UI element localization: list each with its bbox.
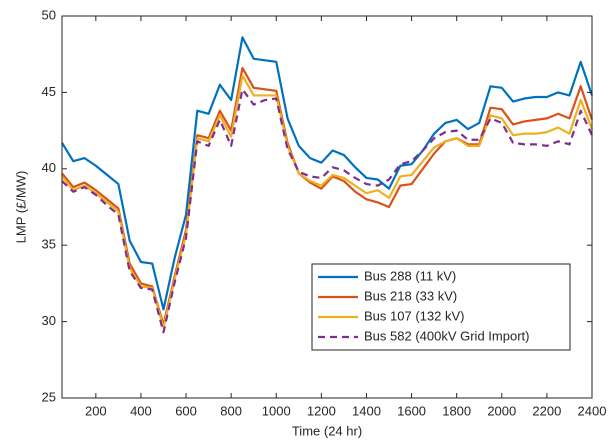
y-axis-label: LMP (£/MW) [13,171,28,244]
x-tick-label: 1400 [352,403,381,418]
x-tick-label: 2400 [578,403,607,418]
legend: Bus 288 (11 kV) Bus 218 (33 kV) Bus 107 (1… [311,263,571,351]
data-line [61,74,594,329]
legend-label: Bus 582 (400kV Grid Import) [364,328,529,343]
y-tick-label: 45 [42,84,56,99]
x-tick-label: 200 [85,403,107,418]
x-tick-label: 400 [130,403,152,418]
y-tick-label: 25 [42,389,56,404]
x-tick-label: 800 [220,403,242,418]
legend-label: Bus 288 (11 kV) [364,268,456,283]
y-tick-label: 50 [42,7,56,22]
y-tick-label: 40 [42,160,56,175]
data-line [61,66,594,326]
axes-box [61,15,593,399]
x-tick-label: 1000 [262,403,291,418]
x-tick-label: 1800 [442,403,471,418]
data-line [61,88,593,334]
x-tick-label: 2000 [487,403,516,418]
data-line [61,36,594,311]
legend-label: Bus 107 (132 kV) [364,308,464,323]
x-tick-label: 2200 [532,403,561,418]
x-tick-label: 1600 [397,403,426,418]
legend-label: Bus 218 (33 kV) [364,288,457,303]
y-tick-label: 35 [42,237,56,252]
legend-box [311,263,571,351]
x-tick-label: 600 [175,403,197,418]
x-axis-label: Time (24 hr) [292,423,362,438]
y-tick-label: 30 [42,313,56,328]
x-tick-label: 1200 [307,403,336,418]
